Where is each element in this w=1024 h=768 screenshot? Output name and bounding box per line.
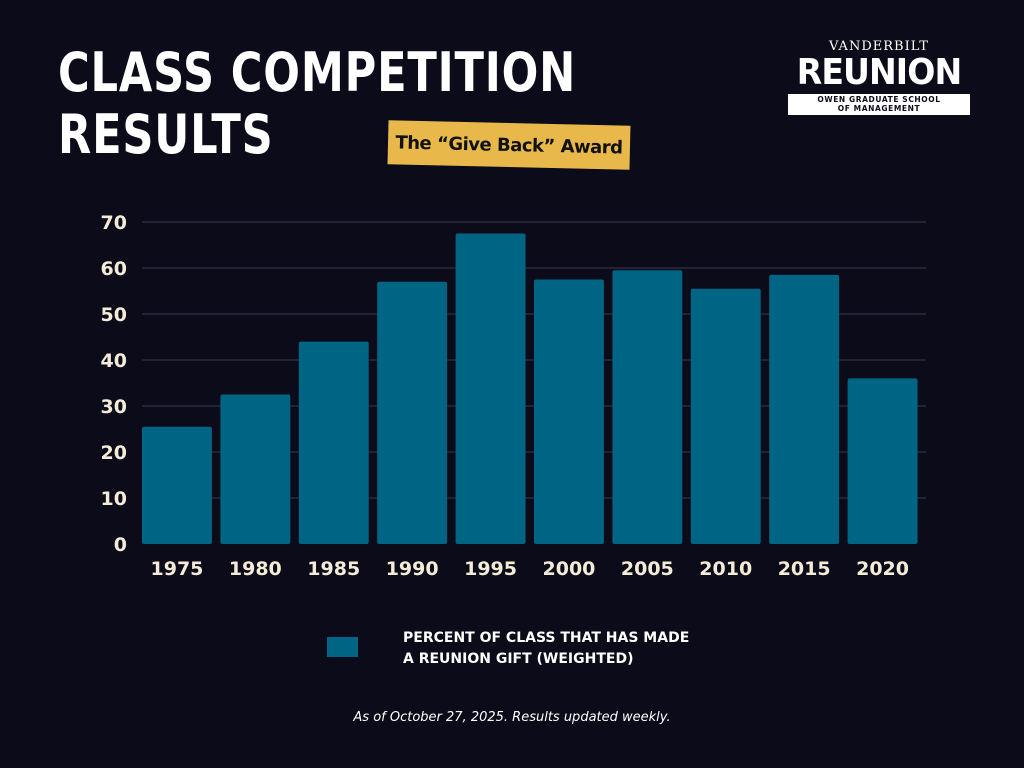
bar-2005: [612, 270, 683, 544]
x-tick-label: 2015: [778, 558, 831, 580]
legend-label: PERCENT OF CLASS THAT HAS MADE A REUNION…: [403, 628, 723, 670]
legend-label-line-1: PERCENT OF CLASS THAT HAS MADE: [403, 630, 690, 646]
x-tick-label: 2010: [699, 558, 752, 580]
x-tick-label: 2005: [621, 558, 674, 580]
logo-main-text: REUNION: [796, 52, 962, 93]
bar-1995: [455, 233, 526, 544]
y-tick-label: 50: [101, 304, 127, 326]
x-tick-label: 1990: [386, 558, 439, 580]
bar-1990: [377, 281, 448, 544]
x-tick-label: 1995: [464, 558, 517, 580]
bar-2020: [847, 378, 918, 544]
y-tick-label: 20: [101, 442, 127, 464]
footnote: As of October 27, 2025. Results updated …: [353, 710, 671, 725]
bar-1975: [142, 426, 212, 544]
bar-2000: [534, 279, 604, 544]
logo-top-text: VANDERBILT: [829, 39, 929, 54]
logo-subtitle: OWEN GRADUATE SCHOOL OF MANAGEMENT: [788, 94, 970, 115]
y-tick-label: 40: [101, 350, 127, 372]
x-tick-label: 1975: [151, 558, 204, 580]
x-tick-label: 1980: [229, 558, 282, 580]
legend-swatch: [327, 637, 358, 657]
bar-1980: [220, 394, 291, 544]
title-line-1: CLASS COMPETITION: [58, 41, 577, 104]
page-title: CLASS COMPETITION RESULTS: [58, 42, 576, 166]
logo-subtitle-line-1: OWEN GRADUATE SCHOOL: [817, 95, 941, 104]
legend-label-line-2: A REUNION GIFT (WEIGHTED): [403, 651, 634, 667]
y-tick-label: 70: [101, 212, 127, 234]
x-tick-label: 2020: [856, 558, 909, 580]
vanderbilt-reunion-logo: VANDERBILT REUNION OWEN GRADUATE SCHOOL …: [788, 40, 970, 115]
bar-1985: [298, 341, 369, 544]
y-tick-label: 30: [101, 396, 127, 418]
x-tick-label: 2000: [543, 558, 596, 580]
x-tick-label: 1985: [307, 558, 360, 580]
y-tick-label: 60: [101, 258, 127, 280]
title-line-2: RESULTS: [58, 103, 274, 166]
bar-2015: [769, 274, 840, 544]
bar-2010: [690, 288, 761, 544]
y-tick-label: 0: [114, 534, 127, 556]
y-tick-label: 10: [101, 488, 127, 510]
logo-subtitle-line-2: OF MANAGEMENT: [837, 103, 921, 113]
